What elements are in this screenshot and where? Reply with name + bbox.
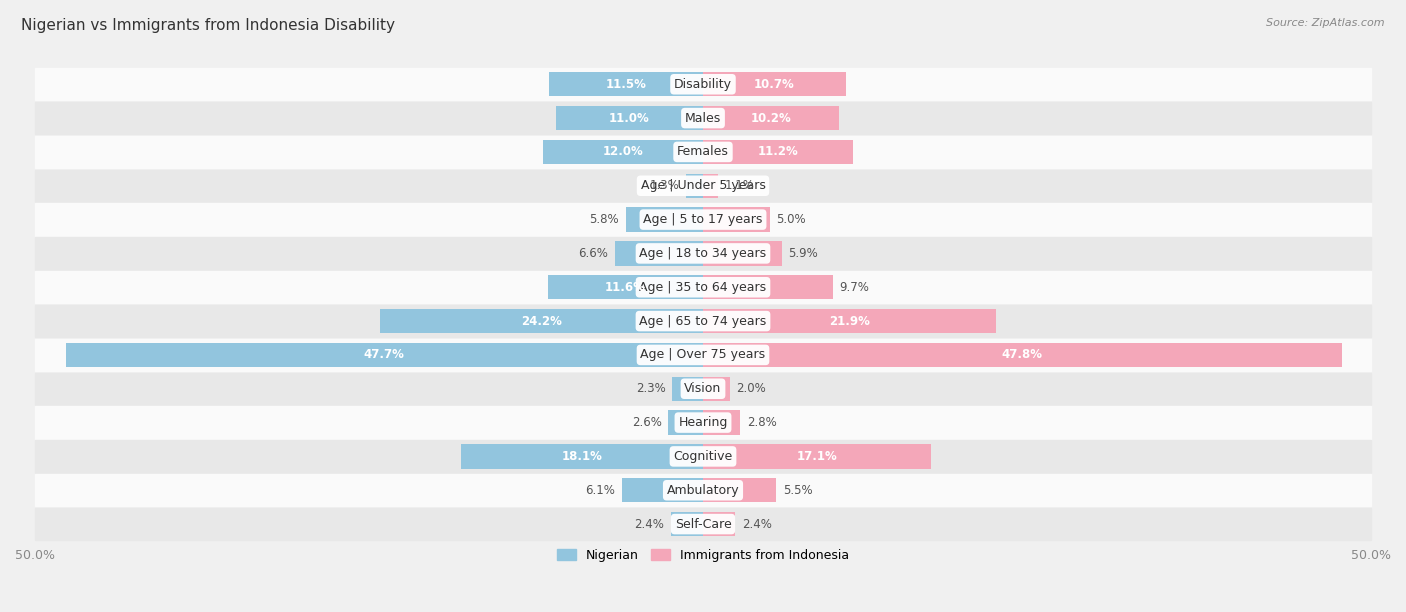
Bar (703, 411, 741, 435)
Text: 18.1%: 18.1% (561, 450, 603, 463)
Text: 17.1%: 17.1% (797, 450, 838, 463)
Bar (380, 309, 703, 334)
Bar (35, 406, 1371, 439)
Text: Disability: Disability (673, 78, 733, 91)
Text: 6.1%: 6.1% (585, 483, 614, 497)
Text: Age | 65 to 74 years: Age | 65 to 74 years (640, 315, 766, 327)
Bar (66, 343, 703, 367)
Bar (35, 305, 1371, 337)
Bar (35, 508, 1371, 540)
Text: 6.6%: 6.6% (578, 247, 609, 260)
Text: 11.0%: 11.0% (609, 111, 650, 125)
Text: 2.0%: 2.0% (737, 382, 766, 395)
Text: Hearing: Hearing (678, 416, 728, 429)
Bar (703, 140, 852, 164)
Bar (35, 474, 1371, 507)
Text: Nigerian vs Immigrants from Indonesia Disability: Nigerian vs Immigrants from Indonesia Di… (21, 18, 395, 34)
Bar (703, 478, 776, 502)
Bar (35, 373, 1371, 405)
Text: Age | Under 5 years: Age | Under 5 years (641, 179, 765, 192)
Bar (703, 444, 931, 469)
Text: Ambulatory: Ambulatory (666, 483, 740, 497)
Text: 10.7%: 10.7% (754, 78, 794, 91)
Text: 11.2%: 11.2% (758, 146, 799, 159)
Bar (548, 275, 703, 299)
Text: Age | 5 to 17 years: Age | 5 to 17 years (644, 213, 762, 226)
Bar (703, 72, 846, 97)
Text: 2.8%: 2.8% (747, 416, 778, 429)
Text: 11.6%: 11.6% (605, 281, 645, 294)
Legend: Nigerian, Immigrants from Indonesia: Nigerian, Immigrants from Indonesia (553, 544, 853, 567)
Text: 5.0%: 5.0% (776, 213, 806, 226)
Text: 2.6%: 2.6% (631, 416, 662, 429)
Bar (555, 106, 703, 130)
Bar (703, 309, 995, 334)
Text: 9.7%: 9.7% (839, 281, 869, 294)
Bar (703, 512, 735, 536)
Bar (35, 271, 1371, 304)
Text: 21.9%: 21.9% (830, 315, 870, 327)
Text: Self-Care: Self-Care (675, 518, 731, 531)
Text: Males: Males (685, 111, 721, 125)
Text: Age | 35 to 64 years: Age | 35 to 64 years (640, 281, 766, 294)
Text: Cognitive: Cognitive (673, 450, 733, 463)
Bar (35, 237, 1371, 270)
Bar (626, 207, 703, 232)
Bar (686, 174, 703, 198)
Text: 47.8%: 47.8% (1002, 348, 1043, 362)
Bar (35, 170, 1371, 202)
Bar (672, 376, 703, 401)
Text: 5.9%: 5.9% (789, 247, 818, 260)
Bar (703, 275, 832, 299)
Bar (671, 512, 703, 536)
Text: 11.5%: 11.5% (606, 78, 647, 91)
Text: 10.2%: 10.2% (751, 111, 792, 125)
Bar (550, 72, 703, 97)
Bar (35, 203, 1371, 236)
Text: 2.3%: 2.3% (636, 382, 665, 395)
Text: Age | Over 75 years: Age | Over 75 years (641, 348, 765, 362)
Text: 12.0%: 12.0% (602, 146, 643, 159)
Text: Age | 18 to 34 years: Age | 18 to 34 years (640, 247, 766, 260)
Bar (703, 343, 1341, 367)
Bar (703, 241, 782, 266)
Bar (35, 440, 1371, 472)
Bar (621, 478, 703, 502)
Bar (614, 241, 703, 266)
Text: Females: Females (678, 146, 728, 159)
Text: 2.4%: 2.4% (742, 518, 772, 531)
Text: 2.4%: 2.4% (634, 518, 664, 531)
Text: 1.3%: 1.3% (650, 179, 679, 192)
Bar (35, 136, 1371, 168)
Text: 5.8%: 5.8% (589, 213, 619, 226)
Bar (668, 411, 703, 435)
Bar (35, 338, 1371, 371)
Bar (543, 140, 703, 164)
Text: 47.7%: 47.7% (364, 348, 405, 362)
Bar (703, 174, 717, 198)
Bar (703, 376, 730, 401)
Bar (703, 106, 839, 130)
Text: 1.1%: 1.1% (724, 179, 754, 192)
Bar (35, 68, 1371, 100)
Text: Source: ZipAtlas.com: Source: ZipAtlas.com (1267, 18, 1385, 28)
Bar (461, 444, 703, 469)
Text: 5.5%: 5.5% (783, 483, 813, 497)
Text: 24.2%: 24.2% (520, 315, 562, 327)
Bar (35, 102, 1371, 134)
Text: Vision: Vision (685, 382, 721, 395)
Bar (703, 207, 770, 232)
